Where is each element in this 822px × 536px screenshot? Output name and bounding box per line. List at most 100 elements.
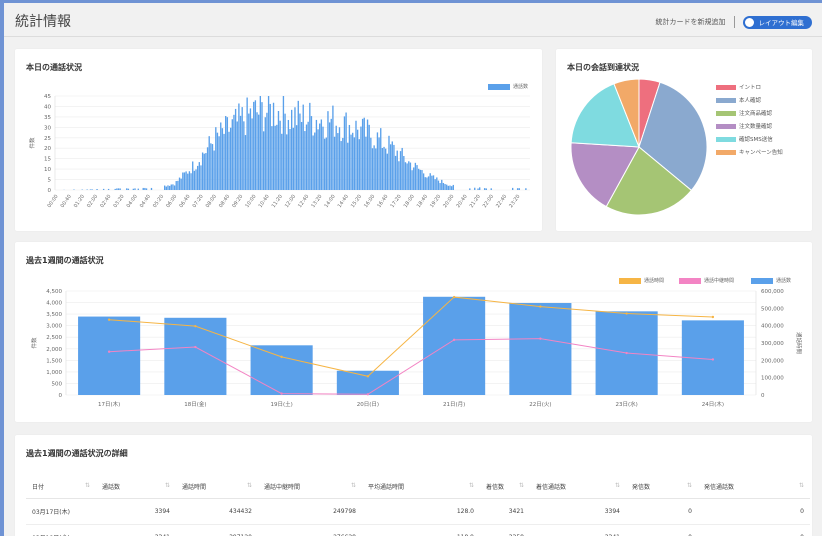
bar: [385, 148, 387, 190]
bar: [239, 115, 242, 190]
y-tick-label: 2,500: [46, 335, 62, 341]
week-detail-card: 過去1週間の通話状況の詳細 日付 ⇅ 通話数 ⇅ 通話時間 ⇅ 通話中継時間 ⇅ 平均通話時間 ⇅…: [15, 435, 812, 536]
sort-icon[interactable]: ⇅: [686, 481, 692, 489]
y2-tick-label: 600,000: [761, 289, 784, 295]
y-tick-label: 1,000: [46, 370, 62, 376]
bar: [137, 188, 139, 190]
bar: [193, 170, 196, 190]
x-tick-label: 08:40: [218, 194, 231, 209]
bar: [356, 129, 359, 190]
column-header[interactable]: 着信通話数 ⇅: [530, 475, 626, 499]
sort-icon[interactable]: ⇅: [468, 481, 474, 489]
pie-legend-item[interactable]: 注文数量確認: [716, 122, 772, 130]
pie-legend-item[interactable]: 本人確認: [716, 96, 761, 104]
y2-axis-label: 通話時間: [795, 332, 803, 355]
sort-icon[interactable]: ⇅: [246, 481, 252, 489]
table-cell: 0: [626, 524, 698, 536]
bar: [150, 187, 153, 190]
column-header[interactable]: 着信数 ⇅: [480, 475, 530, 499]
table-cell: 276628: [258, 524, 362, 536]
bar: [352, 132, 354, 190]
pie-slice: [638, 81, 708, 192]
sort-icon[interactable]: ⇅: [614, 481, 620, 489]
y-tick-label: 2,000: [46, 347, 62, 353]
bar: [423, 296, 486, 395]
legend-item[interactable]: 通話中継時間: [679, 277, 734, 284]
line-point: [539, 337, 542, 340]
bar: [477, 188, 479, 190]
bar: [373, 145, 375, 190]
bar: [509, 303, 572, 395]
layout-edit-toggle[interactable]: レイアウト編集: [742, 15, 812, 29]
bar: [238, 103, 240, 190]
bar: [323, 138, 326, 190]
sort-icon[interactable]: ⇅: [84, 481, 90, 489]
bar: [266, 112, 268, 190]
bar: [469, 188, 471, 190]
add-card-link[interactable]: 統計カードを新規追加: [655, 18, 726, 26]
bar: [231, 119, 233, 190]
x-tick-label: 19:20: [429, 194, 442, 209]
week-calls-chart: 0 500 1,000 1,500 2,000 2,500 3,000 3,500 4,000 4…: [30, 289, 803, 408]
bar: [429, 173, 431, 190]
y-tick-label: 3,000: [46, 324, 62, 330]
column-header[interactable]: 発信通話数 ⇅: [698, 475, 810, 499]
y2-tick-label: 400,000: [761, 324, 784, 330]
bar: [183, 172, 186, 190]
bar: [221, 128, 224, 190]
bar: [304, 131, 306, 190]
column-header[interactable]: 平均通話時間 ⇅: [362, 475, 480, 499]
column-header[interactable]: 通話時間 ⇅: [176, 475, 258, 499]
bar: [322, 126, 324, 190]
table-cell: 3421: [480, 498, 530, 525]
bar: [368, 124, 370, 190]
page: 統計情報 統計カードを新規追加 レイアウト編集 本日の通話状況 通話数 0 5 10…: [4, 3, 822, 536]
x-tick-label: 06:00: [165, 194, 178, 209]
bar: [249, 108, 252, 190]
legend-item[interactable]: 通話数: [751, 277, 791, 284]
sort-icon[interactable]: ⇅: [798, 481, 804, 489]
pie-legend-item[interactable]: 注文商品確認: [716, 109, 772, 117]
sort-icon[interactable]: ⇅: [350, 481, 356, 489]
sort-icon[interactable]: ⇅: [164, 481, 170, 489]
column-header[interactable]: 通話数 ⇅: [96, 475, 176, 499]
table-header-row: 日付 ⇅ 通話数 ⇅ 通話時間 ⇅ 通話中継時間 ⇅ 平均通話時間 ⇅ 着信数 ⇅ 着信通話数 ⇅ 発信数 ⇅…: [26, 475, 810, 499]
bar: [365, 136, 367, 190]
pie-legend-item[interactable]: イントロ: [716, 83, 761, 91]
pie-legend-item[interactable]: 確認SMS送信: [716, 135, 773, 143]
legend-item[interactable]: 通話時間: [619, 277, 664, 284]
bar: [516, 188, 519, 190]
y-tick-label: 45: [44, 94, 51, 100]
bar: [180, 178, 182, 190]
bar: [248, 113, 250, 190]
sort-icon[interactable]: ⇅: [518, 481, 524, 489]
bar: [449, 185, 451, 190]
bar: [394, 155, 397, 190]
bar: [399, 151, 402, 190]
legend-item[interactable]: 通話数: [488, 83, 528, 90]
pie-legend-item[interactable]: キャンペーン告知: [716, 148, 783, 156]
table-cell: 3358: [480, 524, 530, 536]
legend-label: 注文数量確認: [739, 124, 773, 130]
x-tick-label: 14:40: [337, 194, 350, 209]
bar: [300, 121, 303, 190]
bar: [363, 117, 365, 190]
column-header[interactable]: 発信数 ⇅: [626, 475, 698, 499]
bar: [375, 148, 377, 190]
bar: [132, 188, 135, 190]
bar: [286, 134, 288, 190]
bar: [281, 133, 283, 190]
y2-tick-label: 0: [761, 393, 765, 399]
x-tick-label: 21:20: [469, 194, 482, 209]
week-calls-card: 過去1週間の通話状況 通話時間 通話中継時間 通話数 0 500 1,000 1,500 2…: [15, 242, 812, 422]
line-point: [625, 312, 628, 315]
bar: [134, 188, 136, 190]
bar: [119, 188, 121, 190]
column-header[interactable]: 日付 ⇅: [26, 475, 96, 499]
bar: [250, 345, 313, 395]
column-header[interactable]: 通話中継時間 ⇅: [258, 475, 362, 499]
today-reach-pie: [570, 78, 708, 216]
bar: [165, 186, 168, 190]
x-tick-label: 02:40: [99, 194, 112, 209]
bar: [335, 125, 337, 190]
